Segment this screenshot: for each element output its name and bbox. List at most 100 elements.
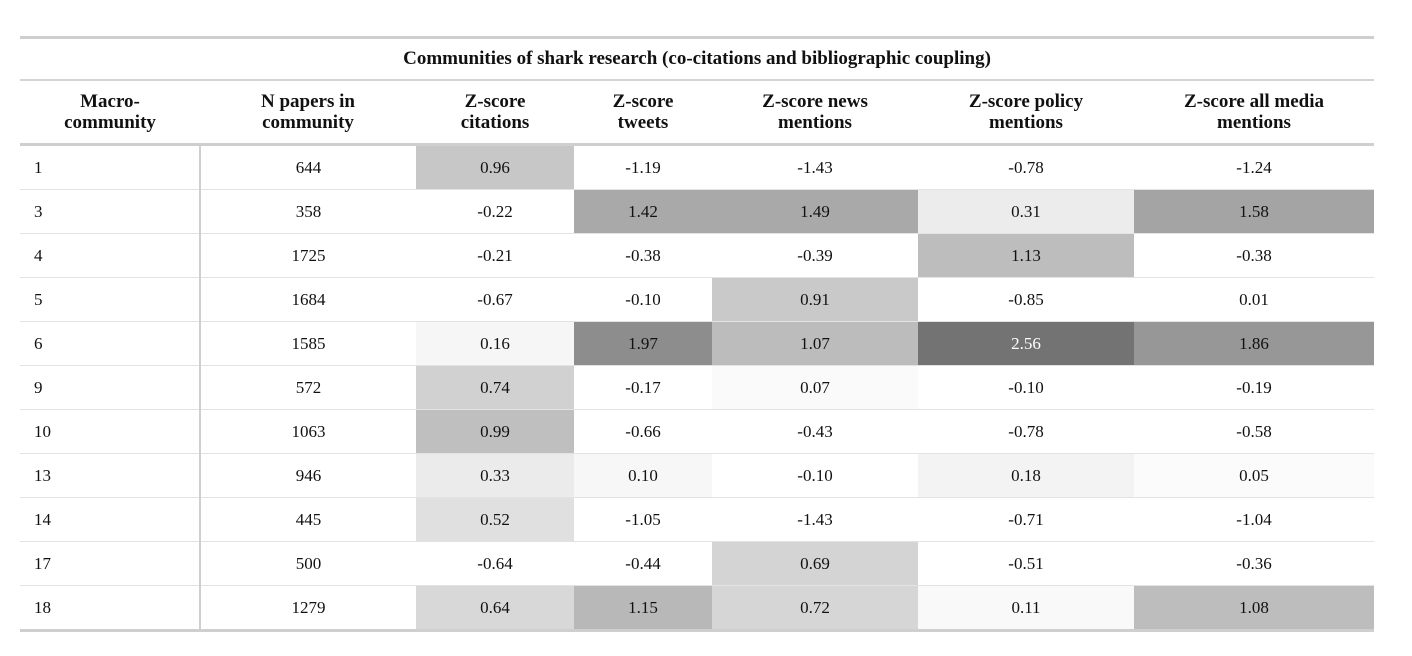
table-cell: 358	[200, 189, 416, 234]
community-table: Communities of shark research (co-citati…	[20, 36, 1375, 632]
table-row: 18 1279 0.64 1.15 0.72 0.11 1.08	[20, 585, 1375, 632]
table-cell: 0.16	[416, 321, 574, 366]
table-cell: 500	[200, 541, 416, 586]
column-header: Z-score all media mentions	[1134, 80, 1375, 146]
table-cell: 1.07	[712, 321, 918, 366]
table-cell: -0.43	[712, 409, 918, 454]
table-cell: 946	[200, 453, 416, 498]
table-header-row: Macro-community N papers in community Z-sco…	[20, 80, 1375, 146]
table-cell: 1.13	[918, 233, 1134, 278]
table-row: 6 1585 0.16 1.97 1.07 2.56 1.86	[20, 321, 1375, 366]
table-cell: -1.04	[1134, 497, 1375, 542]
table-cell: 0.52	[416, 497, 574, 542]
column-header: Z-score tweets	[574, 80, 712, 146]
table-cell: 1.49	[712, 189, 918, 234]
table-title: Communities of shark research (co-citati…	[20, 36, 1375, 81]
table-cell: 0.31	[918, 189, 1134, 234]
table-row: 1 644 0.96 -1.19 -1.43 -0.78 -1.24	[20, 144, 1375, 190]
table-cell: -0.10	[574, 277, 712, 322]
table-cell: 0.74	[416, 365, 574, 410]
table-cell: 1.15	[574, 585, 712, 632]
table-row: 14 445 0.52 -1.05 -1.43 -0.71 -1.04	[20, 497, 1375, 542]
table-row: 13 946 0.33 0.10 -0.10 0.18 0.05	[20, 453, 1375, 498]
table-row: 9 572 0.74 -0.17 0.07 -0.10 -0.19	[20, 365, 1375, 410]
table-row: 3 358 -0.22 1.42 1.49 0.31 1.58	[20, 189, 1375, 234]
table-cell: 0.01	[1134, 277, 1375, 322]
table-cell: -0.44	[574, 541, 712, 586]
table-row: 4 1725 -0.21 -0.38 -0.39 1.13 -0.38	[20, 233, 1375, 278]
table-row: 10 1063 0.99 -0.66 -0.43 -0.78 -0.58	[20, 409, 1375, 454]
column-header-line: Z-score news	[762, 91, 868, 112]
table-cell: 0.10	[574, 453, 712, 498]
column-header-line: Macro-	[80, 91, 140, 112]
community-id-cell: 3	[20, 189, 201, 234]
table-cell: -0.58	[1134, 409, 1375, 454]
table-cell: 0.91	[712, 277, 918, 322]
column-header: Z-score news mentions	[712, 80, 918, 146]
table-cell: 0.69	[712, 541, 918, 586]
community-id-cell: 10	[20, 409, 201, 454]
table-body: 1 644 0.96 -1.19 -1.43 -0.78 -1.24 3 358 -0.22 1.4…	[20, 144, 1375, 632]
table-cell: -0.38	[574, 233, 712, 278]
table-cell: 0.07	[712, 365, 918, 410]
community-id-cell: 13	[20, 453, 201, 498]
table-cell: -0.64	[416, 541, 574, 586]
column-header: Z-score citations	[416, 80, 574, 146]
table-cell: 0.99	[416, 409, 574, 454]
table-cell: -0.38	[1134, 233, 1375, 278]
table-cell: 1585	[200, 321, 416, 366]
table-cell: 0.72	[712, 585, 918, 632]
table-cell: 445	[200, 497, 416, 542]
community-id-cell: 17	[20, 541, 201, 586]
table-cell: -0.85	[918, 277, 1134, 322]
table-row: 17 500 -0.64 -0.44 0.69 -0.51 -0.36	[20, 541, 1375, 586]
table-cell: 644	[200, 144, 416, 190]
table-cell: 1063	[200, 409, 416, 454]
column-header-line: Z-score	[612, 91, 674, 112]
table-cell: 1279	[200, 585, 416, 632]
column-header-line: Z-score all media	[1184, 91, 1325, 112]
column-header-line: citations	[460, 112, 530, 133]
table-cell: 1.58	[1134, 189, 1375, 234]
column-header-line: Z-score	[464, 91, 526, 112]
table-cell: -0.71	[918, 497, 1134, 542]
table-cell: 2.56	[918, 321, 1134, 366]
column-header-line: Z-score policy	[968, 91, 1084, 112]
table-cell: 1725	[200, 233, 416, 278]
table-container: Communities of shark research (co-citati…	[20, 36, 1375, 632]
table-title-row: Communities of shark research (co-citati…	[20, 36, 1375, 81]
table-cell: -0.22	[416, 189, 574, 234]
community-id-cell: 4	[20, 233, 201, 278]
column-header: Z-score policy mentions	[918, 80, 1134, 146]
table-cell: -0.19	[1134, 365, 1375, 410]
table-cell: -0.10	[918, 365, 1134, 410]
table-cell: 0.33	[416, 453, 574, 498]
table-cell: -1.24	[1134, 144, 1375, 190]
column-header-line: mentions	[778, 112, 852, 133]
table-cell: -0.67	[416, 277, 574, 322]
column-header: Macro-community	[20, 80, 200, 146]
table-cell: 1684	[200, 277, 416, 322]
community-id-cell: 14	[20, 497, 201, 542]
column-header: N papers in community	[200, 80, 416, 146]
column-header-line: mentions	[1217, 112, 1291, 133]
community-id-cell: 9	[20, 365, 201, 410]
table-cell: 572	[200, 365, 416, 410]
table-cell: -0.39	[712, 233, 918, 278]
table-cell: 1.86	[1134, 321, 1375, 366]
table-cell: 0.18	[918, 453, 1134, 498]
table-cell: -1.19	[574, 144, 712, 190]
table-cell: -1.43	[712, 497, 918, 542]
community-id-cell: 1	[20, 144, 201, 190]
column-header-line: community	[262, 112, 354, 133]
table-cell: 1.42	[574, 189, 712, 234]
table-cell: -0.10	[712, 453, 918, 498]
column-header-line: tweets	[617, 112, 669, 133]
table-cell: -0.36	[1134, 541, 1375, 586]
table-cell: 0.64	[416, 585, 574, 632]
community-id-cell: 18	[20, 585, 201, 632]
table-cell: 0.96	[416, 144, 574, 190]
community-id-cell: 5	[20, 277, 201, 322]
table-cell: -0.66	[574, 409, 712, 454]
table-cell: 0.11	[918, 585, 1134, 632]
